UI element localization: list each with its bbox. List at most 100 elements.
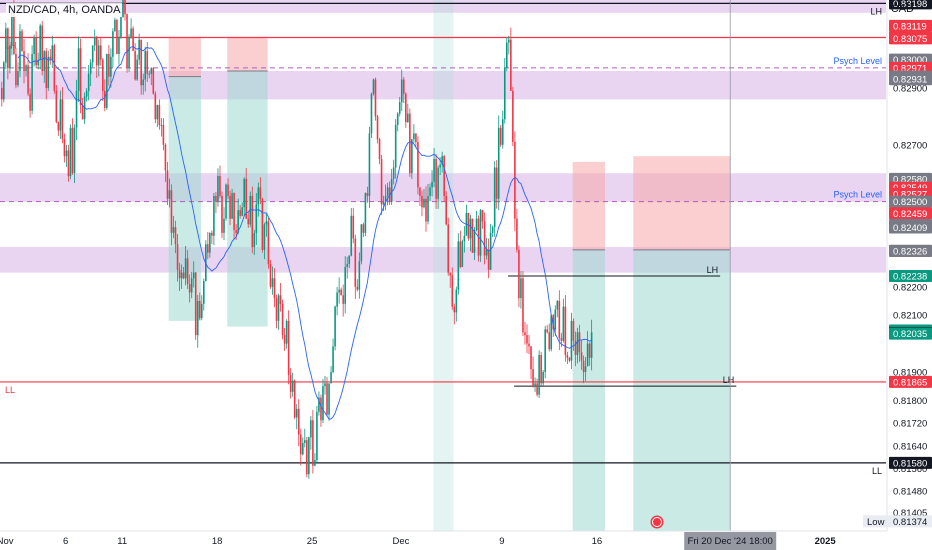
candle-body [227,184,229,196]
currency-label[interactable]: CAD [890,3,914,15]
supply-zone-3 [0,247,886,273]
candle-body [514,141,516,219]
price-tag-10: 0.82527 [893,189,927,200]
candle-body [11,8,13,46]
candle-body [364,193,367,233]
candle-body [544,329,546,372]
candle-body [247,218,250,225]
candle-body [411,139,413,174]
candle-body [586,343,589,367]
price-tag-17: 0.82238 [893,272,927,283]
candle-body [433,159,435,182]
candle-body [320,397,322,421]
crosshair-date-bg [684,532,777,550]
candle-body [491,227,494,233]
candle-body [310,420,312,438]
candle-body [239,210,241,216]
candle-body [568,357,571,361]
position-stop-zone-0 [168,36,201,77]
candle-body [501,119,504,145]
candle-body [318,397,320,412]
candle-body [95,36,98,66]
moving-average-line [17,46,592,420]
time-highlight-0 [433,0,454,531]
candle-body [398,102,401,114]
price-tick-8: 0.81560 [893,464,927,475]
candle-body [342,295,344,304]
candle-body [106,53,108,108]
level-label-1: LH [5,40,17,50]
candle-body [99,45,102,60]
candle-body [215,195,217,202]
time-tick-9: 2025 [815,536,837,547]
candle-body [196,300,199,336]
candle-body [269,264,272,287]
price-tag-bg-0 [889,0,932,10]
candle-body [75,90,78,128]
candle-body [263,224,266,250]
candle-body [431,181,433,188]
price-tag-bg-3 [889,32,932,45]
candle-body [574,340,577,355]
candle-body [382,201,385,205]
candle-body [251,195,254,248]
candle-body [221,195,223,233]
candle-body [231,193,233,219]
candle-body [538,354,540,395]
candle-body [528,343,530,347]
candle-body [455,289,458,313]
candle-body [81,105,84,120]
candle-body [388,187,391,202]
candle-body [5,28,7,63]
candle-body [443,156,445,196]
price-tick-0: 0.82900 [893,84,927,95]
candle-body [445,195,447,225]
candle-body [19,31,21,71]
candle-body [31,53,33,111]
candle-body [386,187,389,196]
candle-body [57,122,60,131]
candle-body [354,238,357,287]
price-tag-12: 0.82459 [893,209,927,220]
candle-body [29,93,31,111]
candles [1,0,593,479]
candle-body [267,221,270,265]
candle-body [473,230,476,253]
candle-body [312,420,314,466]
candle-body [378,139,381,160]
candle-body [522,278,524,333]
candle-body [209,232,211,253]
candle-body [580,352,583,361]
candle-body [322,386,324,421]
candle-body [326,383,328,415]
candle-body [392,167,395,179]
time-tick-1: 6 [63,536,68,547]
candle-body [277,295,280,321]
candle-body [9,45,11,69]
candle-body [51,45,54,60]
price-tag-bg-20 [889,327,932,340]
candle-body [461,241,464,267]
candle-body [77,48,80,91]
candle-body [489,232,492,270]
candle-body [457,241,460,290]
candle-body [340,289,342,296]
price-tag-bg-1 [889,19,932,32]
candle-body [350,215,353,256]
candle-body [380,159,383,205]
candle-body [348,255,351,265]
candle-body [372,79,375,94]
candle-body [516,218,518,250]
candle-body [566,354,569,358]
candle-body [203,281,205,304]
price-tag-4: 0.83000 [893,55,927,66]
candle-body [122,0,124,18]
candle-body [510,39,512,91]
candle-body [87,73,90,91]
price-tag-22: 0.81580 [893,458,927,469]
candle-body [168,190,171,199]
candle-body [158,105,161,125]
candle-body [130,28,132,37]
candle-body [316,411,318,461]
